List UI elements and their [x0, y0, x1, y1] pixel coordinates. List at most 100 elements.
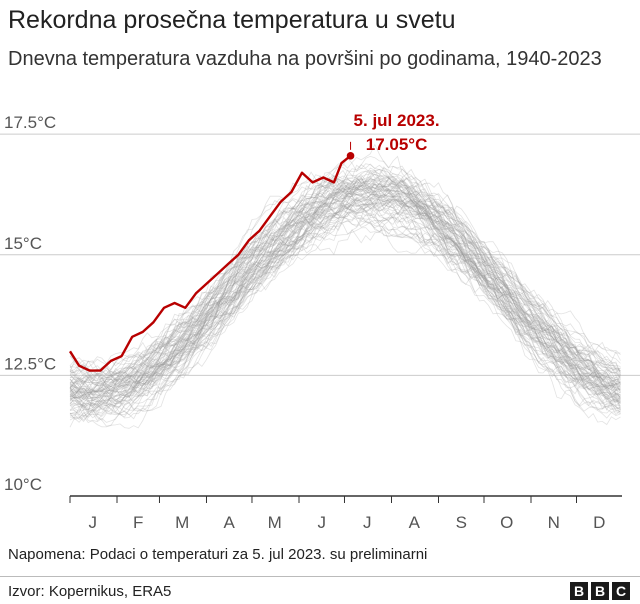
historical-year-line — [69, 209, 621, 428]
x-tick-label: A — [224, 513, 236, 532]
source-text: Izvor: Kopernikus, ERA5 — [8, 583, 172, 600]
historical-year-line — [69, 180, 621, 397]
historical-year-line — [69, 182, 621, 395]
historical-year-line — [69, 174, 621, 384]
historical-year-line — [69, 182, 621, 411]
x-tick-label: J — [363, 513, 372, 532]
record-point — [346, 152, 355, 160]
x-tick-label: N — [548, 513, 560, 532]
grid-layer — [0, 133, 640, 376]
historical-year-line — [69, 184, 621, 399]
historical-year-line — [69, 166, 621, 388]
historical-year-line — [69, 203, 621, 415]
bbc-logo-letter: C — [612, 582, 630, 600]
historical-year-line — [69, 192, 621, 416]
historical-year-line — [69, 166, 621, 393]
annotation-label-date: 5. jul 2023. — [354, 111, 440, 130]
historical-year-line — [69, 167, 621, 393]
historical-year-line — [69, 229, 621, 420]
footnote: Napomena: Podaci o temperaturi za 5. jul… — [8, 546, 428, 563]
historical-year-line — [69, 198, 621, 426]
historical-year-line — [69, 143, 621, 391]
annotation-label-value: 17.05°C — [366, 135, 428, 154]
historical-year-line — [69, 177, 621, 399]
historical-year-line — [69, 173, 621, 407]
y-tick-label: 12.5°C — [4, 354, 56, 373]
historical-year-line — [69, 177, 621, 388]
historical-year-line — [69, 193, 621, 405]
historical-year-line — [69, 216, 621, 428]
y-tick-label: 15°C — [4, 234, 42, 253]
historical-year-line — [69, 195, 621, 403]
historical-year-line — [69, 186, 621, 407]
historical-year-line — [69, 192, 621, 411]
historical-year-line — [69, 206, 621, 414]
historical-year-line — [69, 184, 621, 398]
historical-year-line — [69, 196, 621, 408]
historical-year-line — [69, 182, 621, 391]
historical-year-line — [69, 192, 621, 414]
historical-year-line — [69, 188, 621, 395]
x-tick-label: M — [268, 513, 282, 532]
historical-year-line — [69, 216, 621, 411]
historical-year-line — [69, 175, 621, 393]
historical-year-line — [69, 171, 621, 379]
bbc-logo-letter: B — [570, 582, 588, 600]
historical-year-line — [69, 163, 621, 376]
chart-title: Rekordna prosečna temperatura u svetu — [8, 6, 456, 34]
axis-layer: 10°C 12.5°C 15°C 17.5°C J F M A M J J A S O N D — [4, 113, 622, 532]
historical-year-line — [69, 215, 621, 420]
historical-year-line — [69, 213, 621, 413]
series-line-2023 — [68, 154, 352, 372]
historical-year-line — [69, 179, 621, 384]
historical-year-line — [69, 196, 621, 403]
historical-year-line — [69, 185, 621, 402]
historical-year-line — [69, 192, 621, 399]
historical-year-line — [69, 174, 621, 415]
historical-year-line — [69, 168, 621, 382]
x-tick-label: D — [593, 513, 605, 532]
historical-year-line — [69, 185, 621, 407]
historical-year-line — [69, 207, 621, 424]
x-tick-label: A — [409, 513, 421, 532]
historical-year-line — [69, 176, 621, 396]
historical-year-line — [69, 168, 621, 386]
y-tick-label: 10°C — [4, 475, 42, 494]
chart-subtitle: Dnevna temperatura vazduha na površini p… — [8, 48, 602, 70]
bbc-logo-letter: B — [591, 582, 609, 600]
highlight-layer: 5. jul 2023. 17.05°C — [68, 111, 440, 372]
historical-year-line — [69, 178, 621, 400]
footer-divider — [0, 576, 640, 577]
historical-year-line — [69, 155, 621, 368]
historical-year-line — [69, 163, 621, 372]
historical-year-line — [69, 197, 621, 397]
historical-year-line — [69, 194, 621, 403]
historical-year-line — [69, 176, 621, 388]
x-tick-label: O — [500, 513, 513, 532]
temperature-chart: 5. jul 2023. 17.05°C 10°C 12.5°C 15°C 17.5°C… — [0, 111, 640, 532]
historical-year-line — [69, 194, 621, 392]
historical-year-line — [69, 179, 621, 402]
historical-year-line — [69, 202, 621, 413]
historical-year-line — [69, 178, 621, 398]
historical-year-line — [69, 184, 621, 415]
x-tick-label: F — [133, 513, 143, 532]
x-tick-label: M — [175, 513, 189, 532]
historical-year-line — [69, 173, 621, 377]
historical-year-line — [69, 204, 621, 411]
historical-year-line — [69, 182, 621, 400]
x-tick-label: S — [456, 513, 467, 532]
y-tick-label: 17.5°C — [4, 113, 56, 132]
historical-year-line — [69, 175, 621, 384]
historical-year-line — [69, 180, 621, 387]
historical-year-line — [69, 212, 621, 421]
historical-year-line — [69, 199, 621, 412]
historical-year-line — [69, 174, 621, 383]
historical-year-line — [69, 194, 621, 409]
historical-year-line — [69, 181, 621, 388]
x-tick-label: J — [317, 513, 326, 532]
historical-year-line — [69, 193, 621, 414]
x-tick-label: J — [88, 513, 97, 532]
historical-years-lines — [69, 143, 621, 429]
historical-year-line — [69, 197, 621, 412]
